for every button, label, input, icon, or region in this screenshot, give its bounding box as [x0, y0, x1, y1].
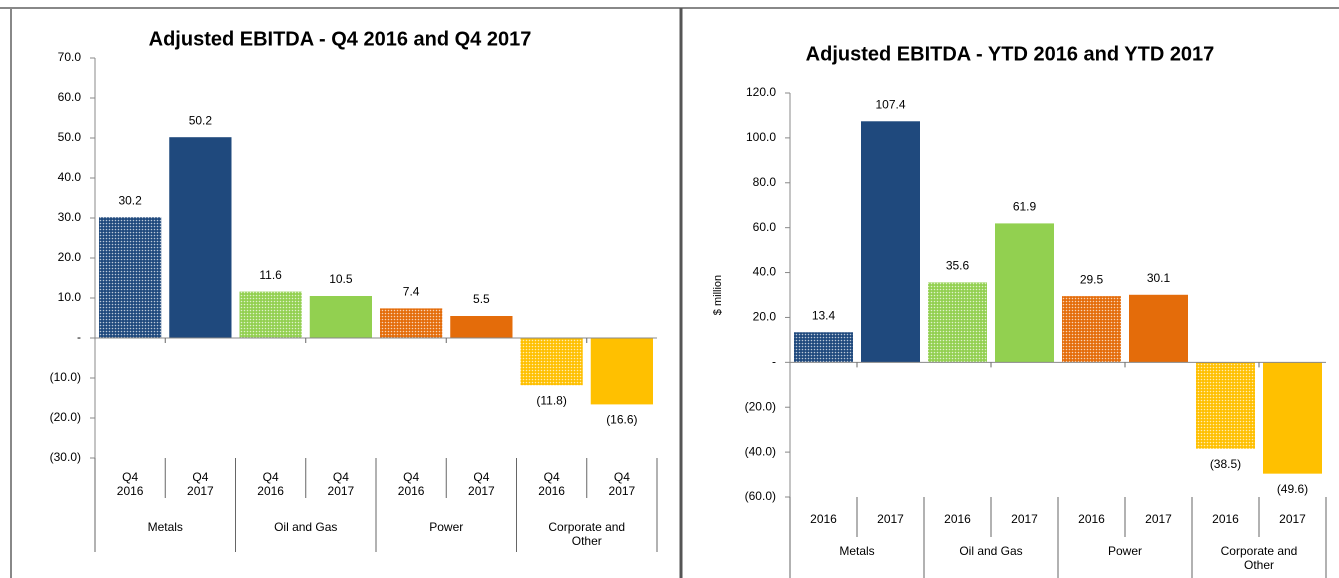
- x-tick-label: Q4 2016: [538, 470, 565, 498]
- x-tick-label: Q4 2017: [608, 470, 636, 498]
- group-label: Corporate and Other: [1220, 544, 1298, 572]
- chart-title: Adjusted EBITDA - YTD 2016 and YTD 2017: [806, 43, 1215, 65]
- value-label: 107.4: [875, 97, 905, 111]
- value-label: 35.6: [946, 259, 970, 273]
- value-label: 13.4: [812, 308, 836, 322]
- bar: [1263, 362, 1322, 474]
- bar: [380, 308, 443, 338]
- x-tick-label: 2016: [1212, 512, 1239, 526]
- x-tick-label: Q4 2016: [257, 470, 284, 498]
- group-label: Oil and Gas: [274, 520, 338, 534]
- value-label: 30.1: [1147, 271, 1171, 285]
- value-label: 7.4: [403, 285, 420, 299]
- value-label: (16.6): [606, 413, 637, 427]
- bar: [99, 217, 162, 338]
- x-tick-label: Q4 2016: [397, 470, 425, 498]
- bar: [995, 223, 1054, 363]
- bar: [169, 137, 232, 338]
- y-tick-label: (30.0): [50, 450, 81, 464]
- y-tick-label: 20.0: [58, 250, 82, 264]
- y-tick-label: 60.0: [58, 90, 82, 104]
- y-tick-label: 70.0: [58, 50, 82, 64]
- x-tick-label: Q4 2017: [327, 470, 355, 498]
- y-tick-label: 100.0: [746, 130, 776, 144]
- value-label: 30.2: [118, 193, 142, 207]
- x-tick-label: 2017: [1145, 512, 1172, 526]
- y-tick-label: 30.0: [58, 210, 82, 224]
- bar: [520, 338, 583, 386]
- y-tick-label: 20.0: [753, 310, 777, 324]
- bar: [794, 332, 853, 363]
- y-tick-label: 10.0: [58, 290, 82, 304]
- x-tick-label: 2017: [1011, 512, 1038, 526]
- x-tick-label: 2016: [810, 512, 837, 526]
- bar: [928, 282, 987, 363]
- x-tick-label: Q4 2017: [468, 470, 495, 498]
- group-label: Oil and Gas: [959, 544, 1023, 558]
- value-label: (11.8): [536, 393, 566, 407]
- value-label: 50.2: [189, 113, 213, 127]
- x-tick-label: 2017: [1279, 512, 1306, 526]
- y-tick-label: (60.0): [745, 489, 776, 503]
- group-label: Power: [429, 520, 464, 534]
- y-tick-label: (20.0): [50, 410, 81, 424]
- y-axis-label: $ million: [712, 275, 724, 315]
- chart-title: Adjusted EBITDA - Q4 2016 and Q4 2017: [149, 28, 532, 50]
- group-label: Metals: [147, 520, 183, 534]
- y-tick-label: (20.0): [745, 399, 776, 413]
- y-tick-label: 50.0: [58, 130, 82, 144]
- x-tick-label: 2017: [877, 512, 904, 526]
- bar: [590, 338, 653, 405]
- y-tick-label: -: [772, 355, 776, 369]
- group-label: Power: [1107, 544, 1142, 558]
- value-label: 11.6: [259, 268, 282, 282]
- bar: [1129, 294, 1188, 363]
- y-tick-label: 40.0: [58, 170, 82, 184]
- y-tick-label: 120.0: [746, 85, 776, 99]
- y-tick-label: (10.0): [50, 370, 81, 384]
- value-label: 61.9: [1013, 200, 1037, 214]
- y-tick-label: 40.0: [753, 265, 777, 279]
- value-label: (38.5): [1210, 457, 1241, 471]
- bar: [861, 121, 920, 363]
- bar: [239, 291, 302, 338]
- value-label: 10.5: [329, 272, 353, 286]
- y-tick-label: -: [77, 330, 81, 344]
- x-tick-label: 2016: [944, 512, 971, 526]
- x-tick-label: Q4 2016: [116, 470, 144, 498]
- x-tick-label: 2016: [1078, 512, 1105, 526]
- y-tick-label: 60.0: [753, 220, 777, 234]
- group-label: Metals: [839, 544, 875, 558]
- value-label: 5.5: [473, 292, 490, 306]
- bar: [450, 316, 513, 338]
- y-tick-label: 80.0: [753, 175, 777, 189]
- group-label: Corporate and Other: [548, 520, 626, 548]
- value-label: 29.5: [1080, 272, 1104, 286]
- y-tick-label: (40.0): [745, 444, 776, 458]
- x-tick-label: Q4 2017: [187, 470, 214, 498]
- value-label: (49.6): [1277, 482, 1308, 496]
- bar: [1196, 362, 1255, 449]
- bar: [1062, 296, 1121, 363]
- bar: [309, 296, 372, 338]
